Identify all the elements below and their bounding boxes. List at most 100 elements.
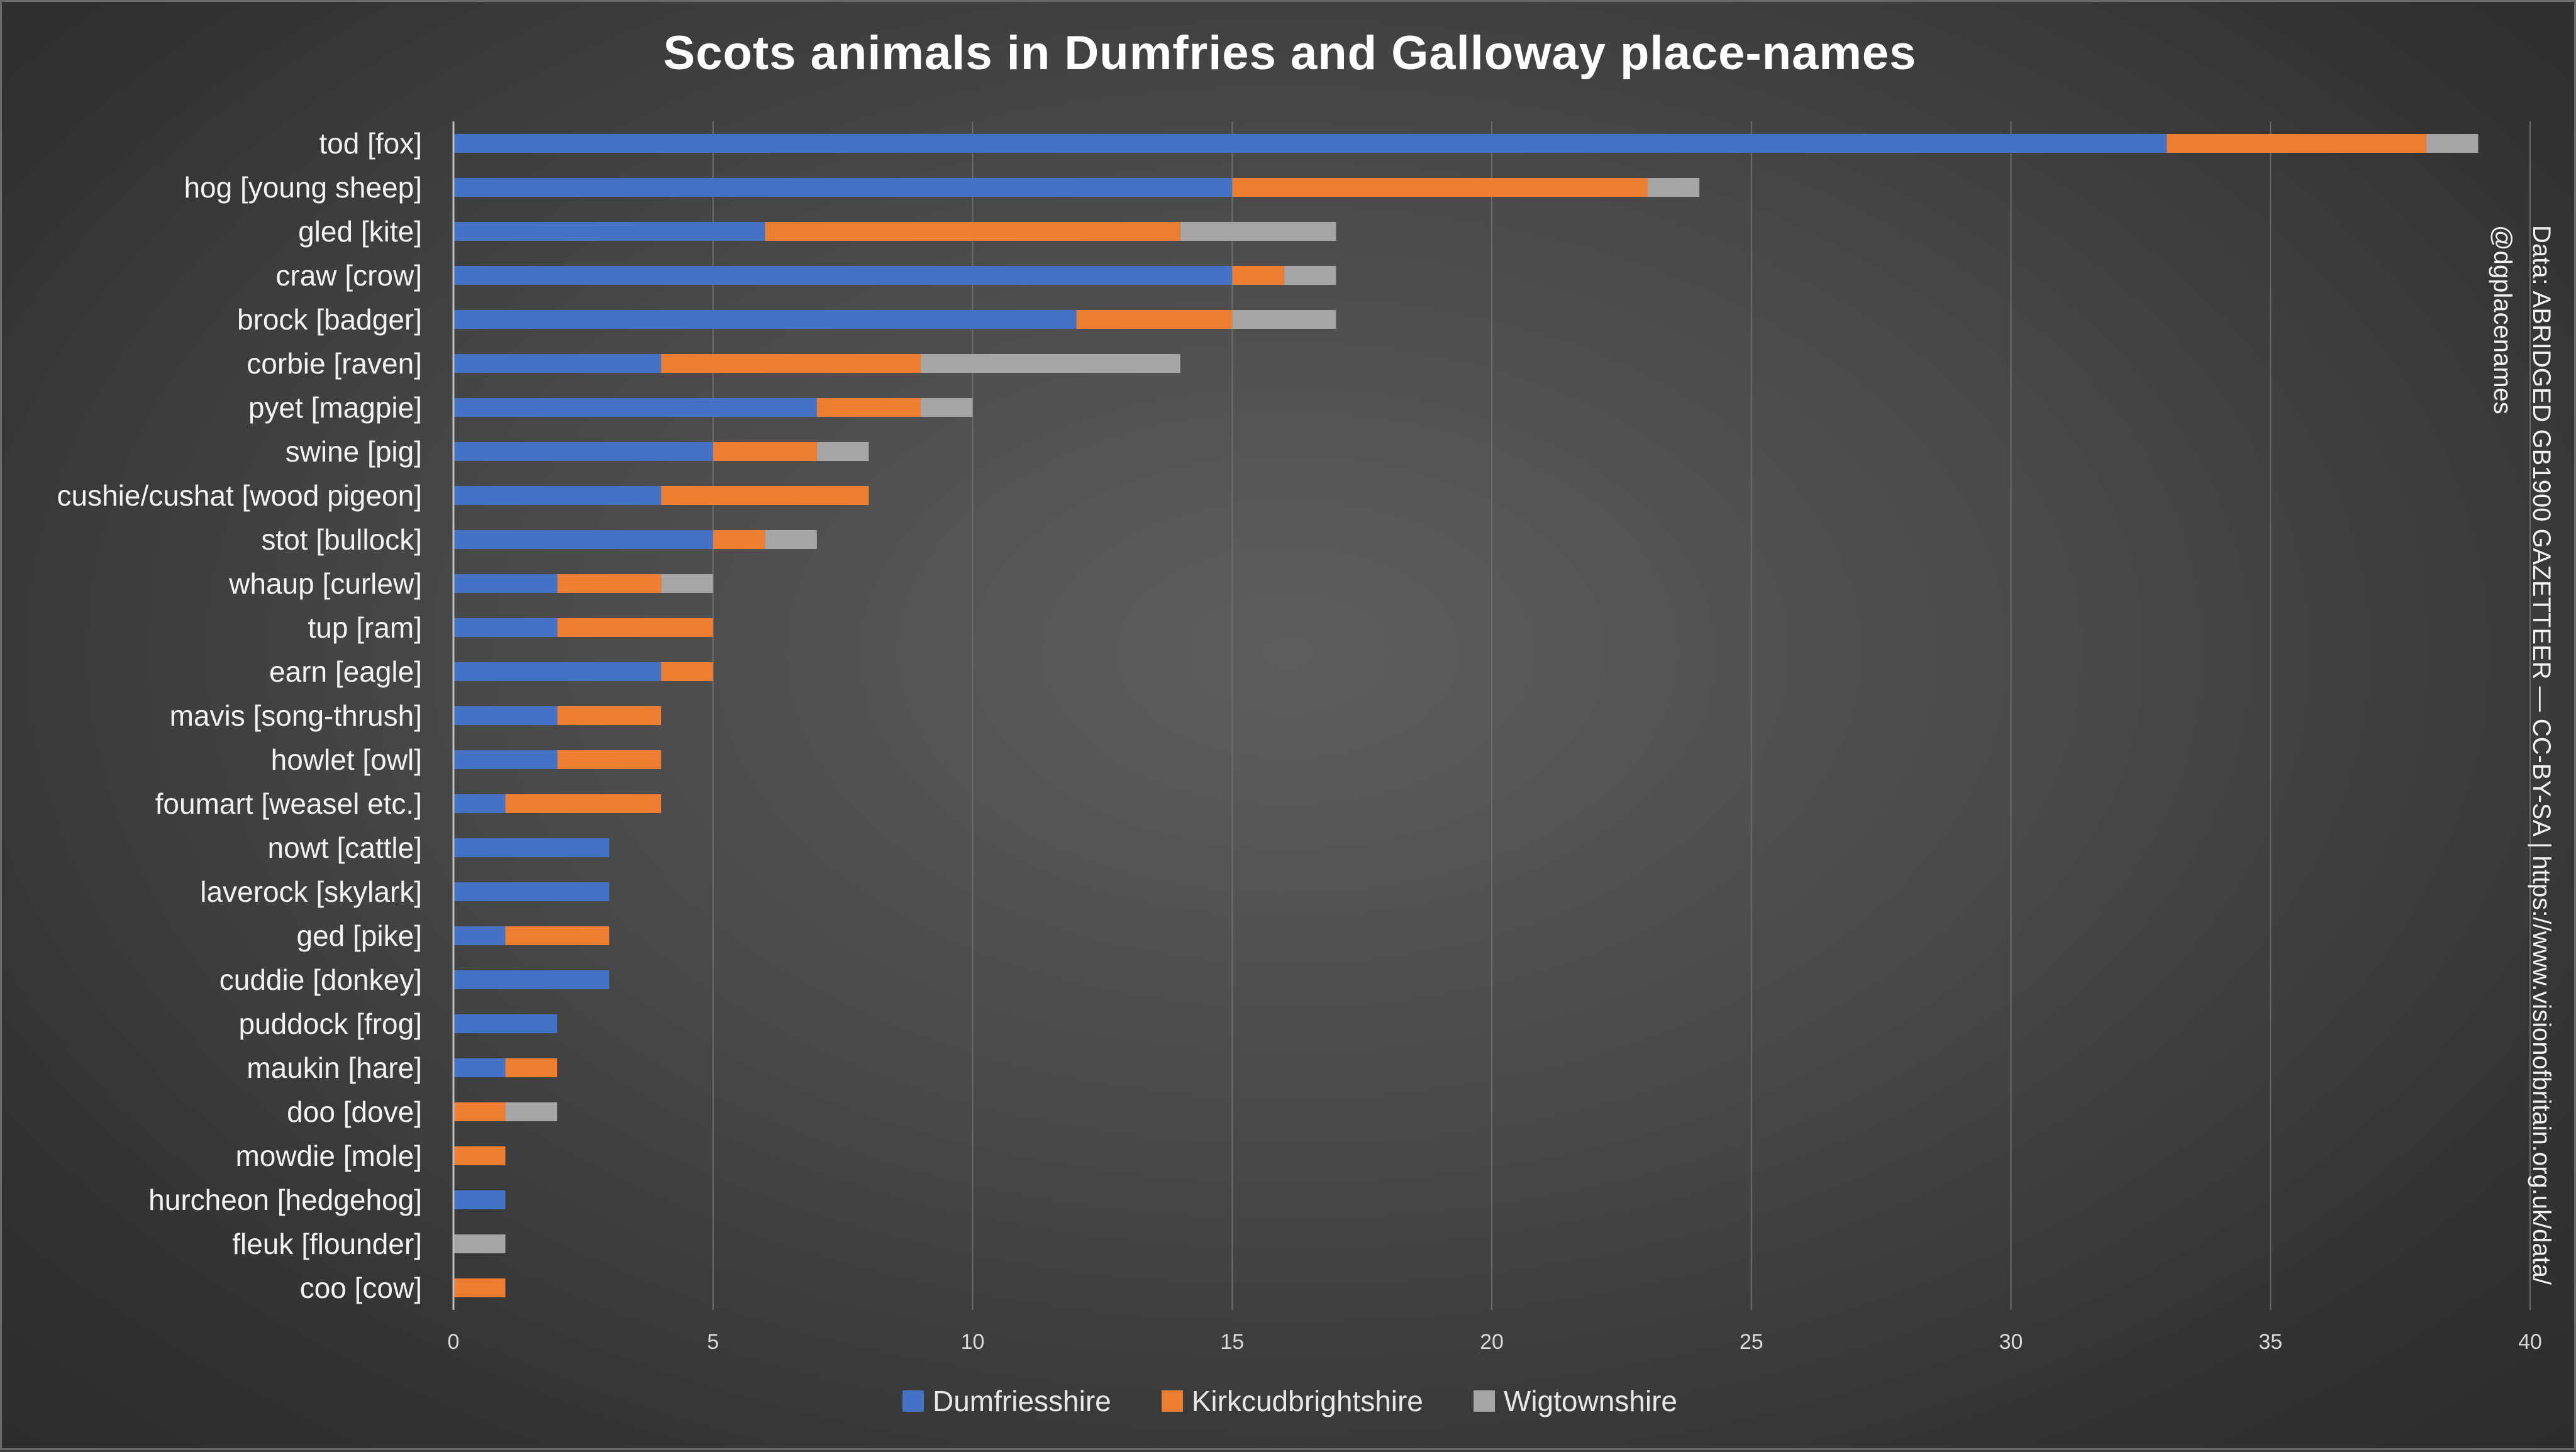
chart-title: Scots animals in Dumfries and Galloway p… xyxy=(663,26,1917,80)
category-label-cuddie-donkey: cuddie [donkey] xyxy=(219,963,422,996)
legend-label-wigtownshire: Wigtownshire xyxy=(1503,1385,1677,1417)
x-tick-label-25: 25 xyxy=(1740,1330,1763,1354)
bar-kirkcudbrightshire-ged-pike xyxy=(505,926,609,945)
bar-kirkcudbrightshire-mowdie-mole xyxy=(453,1146,506,1165)
bar-dumfriesshire-craw-crow xyxy=(453,266,1233,285)
bar-dumfriesshire-earn-eagle xyxy=(453,662,662,681)
legend-swatch-kirkcudbrightshire xyxy=(1161,1390,1183,1412)
legend-label-dumfriesshire: Dumfriesshire xyxy=(933,1385,1111,1417)
category-label-nowt-cattle: nowt [cattle] xyxy=(268,831,422,864)
bar-dumfriesshire-swine-pig xyxy=(453,442,713,461)
category-label-puddock-frog: puddock [frog] xyxy=(238,1007,422,1040)
bar-wigtownshire-brock-badger xyxy=(1232,310,1336,329)
bar-kirkcudbrightshire-tup-ram xyxy=(557,618,713,637)
legend-item-wigtownshire: Wigtownshire xyxy=(1473,1384,1677,1418)
legend-item-dumfriesshire: Dumfriesshire xyxy=(902,1384,1111,1418)
legend-swatch-dumfriesshire xyxy=(902,1390,924,1412)
bar-dumfriesshire-hog-young-sheep xyxy=(453,178,1233,197)
category-label-stot-bullock: stot [bullock] xyxy=(261,523,422,556)
data-source-handle: @dgplacenames xyxy=(2489,225,2516,414)
category-label-brock-badger: brock [badger] xyxy=(237,303,422,336)
bar-dumfriesshire-foumart-weasel-etc xyxy=(453,794,506,813)
bar-wigtownshire-corbie-raven xyxy=(920,354,1180,373)
bar-dumfriesshire-corbie-raven xyxy=(453,354,662,373)
category-label-howlet-owl: howlet [owl] xyxy=(271,743,422,776)
bar-kirkcudbrightshire-maukin-hare xyxy=(505,1058,558,1077)
x-tick-label-20: 20 xyxy=(1480,1330,1504,1354)
category-label-corbie-raven: corbie [raven] xyxy=(247,347,422,380)
bar-dumfriesshire-puddock-frog xyxy=(453,1014,558,1033)
legend-item-kirkcudbrightshire: Kirkcudbrightshire xyxy=(1161,1384,1423,1418)
bar-dumfriesshire-cushie-cushat-wood-pigeon xyxy=(453,486,662,505)
category-label-foumart-weasel-etc: foumart [weasel etc.] xyxy=(155,787,422,820)
category-label-fleuk-flounder: fleuk [flounder] xyxy=(232,1228,422,1260)
x-tick-label-40: 40 xyxy=(2518,1330,2542,1354)
category-label-hog-young-sheep: hog [young sheep] xyxy=(184,171,422,204)
bar-dumfriesshire-hurcheon-hedgehog xyxy=(453,1190,506,1209)
data-source-note: Data: ABRIDGED GB1900 GAZETTEER — CC-BY-… xyxy=(2483,225,2561,1307)
bar-kirkcudbrightshire-foumart-weasel-etc xyxy=(505,794,662,813)
bar-dumfriesshire-maukin-hare xyxy=(453,1058,506,1077)
bar-dumfriesshire-stot-bullock xyxy=(453,530,713,549)
bar-kirkcudbrightshire-swine-pig xyxy=(713,442,817,461)
category-label-cushie-cushat-wood-pigeon: cushie/cushat [wood pigeon] xyxy=(57,479,422,512)
category-label-laverock-skylark: laverock [skylark] xyxy=(200,875,422,908)
category-label-mowdie-mole: mowdie [mole] xyxy=(235,1139,422,1172)
bar-kirkcudbrightshire-stot-bullock xyxy=(713,530,765,549)
bar-dumfriesshire-laverock-skylark xyxy=(453,882,609,901)
bar-wigtownshire-gled-kite xyxy=(1180,222,1336,241)
category-label-maukin-hare: maukin [hare] xyxy=(247,1051,422,1084)
category-label-doo-dove: doo [dove] xyxy=(287,1095,422,1128)
bar-dumfriesshire-gled-kite xyxy=(453,222,765,241)
bar-wigtownshire-fleuk-flounder xyxy=(453,1234,506,1253)
category-label-ged-pike: ged [pike] xyxy=(297,919,422,952)
category-label-mavis-song-thrush: mavis [song-thrush] xyxy=(170,699,422,732)
x-tick-label-10: 10 xyxy=(961,1330,985,1354)
x-tick-label-15: 15 xyxy=(1220,1330,1244,1354)
category-label-hurcheon-hedgehog: hurcheon [hedgehog] xyxy=(148,1183,422,1216)
category-label-tup-ram: tup [ram] xyxy=(308,611,422,644)
category-label-tod-fox: tod [fox] xyxy=(319,127,422,160)
bar-wigtownshire-hog-young-sheep xyxy=(1647,178,1700,197)
legend: Dumfriesshire Kirkcudbrightshire Wigtown… xyxy=(2,1384,2576,1418)
bar-wigtownshire-whaup-curlew xyxy=(661,574,713,593)
bar-kirkcudbrightshire-pyet-magpie xyxy=(816,398,921,417)
bar-wigtownshire-craw-crow xyxy=(1284,266,1336,285)
bar-dumfriesshire-whaup-curlew xyxy=(453,574,558,593)
category-label-swine-pig: swine [pig] xyxy=(286,435,422,468)
bar-kirkcudbrightshire-howlet-owl xyxy=(557,750,662,769)
category-label-whaup-curlew: whaup [curlew] xyxy=(228,567,422,600)
x-tick-label-0: 0 xyxy=(448,1330,460,1354)
bar-kirkcudbrightshire-coo-cow xyxy=(453,1278,506,1297)
bar-wigtownshire-tod-fox xyxy=(2426,134,2479,153)
bar-kirkcudbrightshire-doo-dove xyxy=(453,1102,506,1121)
bar-dumfriesshire-ged-pike xyxy=(453,926,506,945)
bar-kirkcudbrightshire-gled-kite xyxy=(765,222,1180,241)
x-tick-label-35: 35 xyxy=(2258,1330,2282,1354)
bar-kirkcudbrightshire-cushie-cushat-wood-pigeon xyxy=(661,486,869,505)
bar-wigtownshire-doo-dove xyxy=(505,1102,558,1121)
category-label-pyet-magpie: pyet [magpie] xyxy=(248,391,422,424)
bar-dumfriesshire-pyet-magpie xyxy=(453,398,817,417)
bar-kirkcudbrightshire-whaup-curlew xyxy=(557,574,662,593)
bar-dumfriesshire-nowt-cattle xyxy=(453,838,609,857)
bar-wigtownshire-pyet-magpie xyxy=(920,398,973,417)
category-label-gled-kite: gled [kite] xyxy=(298,215,422,248)
bar-dumfriesshire-tup-ram xyxy=(453,618,558,637)
category-label-craw-crow: craw [crow] xyxy=(275,259,422,292)
bar-kirkcudbrightshire-hog-young-sheep xyxy=(1232,178,1648,197)
bar-wigtownshire-swine-pig xyxy=(816,442,869,461)
bar-dumfriesshire-cuddie-donkey xyxy=(453,970,609,989)
bar-dumfriesshire-mavis-song-thrush xyxy=(453,706,558,725)
bar-kirkcudbrightshire-mavis-song-thrush xyxy=(557,706,662,725)
legend-label-kirkcudbrightshire: Kirkcudbrightshire xyxy=(1191,1385,1423,1417)
bar-kirkcudbrightshire-corbie-raven xyxy=(661,354,921,373)
bar-kirkcudbrightshire-tod-fox xyxy=(2167,134,2426,153)
bar-wigtownshire-stot-bullock xyxy=(765,530,817,549)
bar-dumfriesshire-brock-badger xyxy=(453,310,1077,329)
x-tick-label-5: 5 xyxy=(707,1330,719,1354)
bar-kirkcudbrightshire-craw-crow xyxy=(1232,266,1284,285)
data-source-line: Data: ABRIDGED GB1900 GAZETTEER — CC-BY-… xyxy=(2528,225,2555,1285)
